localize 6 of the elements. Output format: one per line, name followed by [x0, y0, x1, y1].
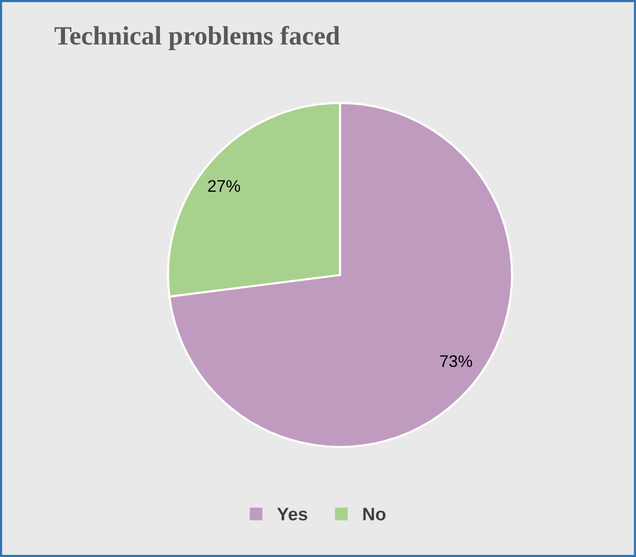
- data-label: 73%: [440, 355, 472, 368]
- pie-slice: [168, 102, 514, 448]
- chart-title: Technical problems faced: [54, 26, 340, 50]
- legend-label: No: [363, 508, 386, 520]
- data-label: 27%: [208, 180, 240, 192]
- legend-label: Yes: [277, 508, 308, 520]
